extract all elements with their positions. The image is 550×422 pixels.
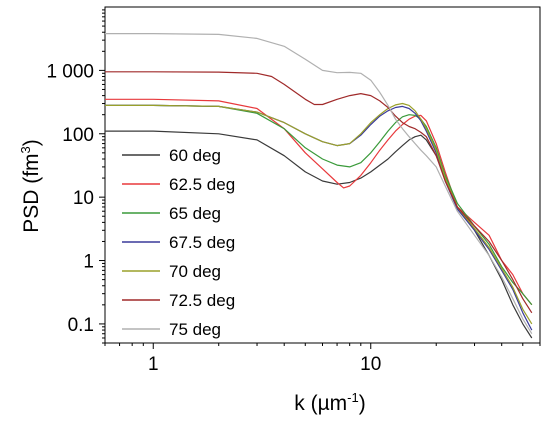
y-tick-label: 100 <box>62 125 94 146</box>
series-line-4 <box>105 102 533 325</box>
y-tick-label: 1 000 <box>46 61 94 82</box>
series-line-1 <box>105 98 533 306</box>
x-axis-title-sup: -1 <box>347 390 359 405</box>
y-tick-label: 1 <box>83 252 94 273</box>
series-line-0 <box>105 130 533 339</box>
legend-label-2: 65 deg <box>169 204 221 223</box>
x-axis-title-close: ) <box>359 392 366 415</box>
y-tick-label: 0.1 <box>68 315 94 336</box>
legend-label-3: 67.5 deg <box>169 233 235 252</box>
x-tick-label: 1 <box>148 354 159 375</box>
legend-label-0: 60 deg <box>169 146 221 165</box>
legend-label-6: 75 deg <box>169 320 221 339</box>
legend-label-5: 72.5 deg <box>169 291 235 310</box>
x-axis-title: k (µm-1) <box>294 390 365 415</box>
y-axis-title-close: ) <box>20 139 43 146</box>
series-layer <box>105 32 533 339</box>
y-axis-title: PSD (fm3) <box>18 139 43 233</box>
series-line-6 <box>105 32 533 335</box>
y-axis-title-sup: 3 <box>18 146 33 153</box>
legend-label-4: 70 deg <box>169 262 221 281</box>
x-tick-label: 10 <box>360 354 381 375</box>
legend-label-1: 62.5 deg <box>169 175 235 194</box>
legend: 60 deg 62.5 deg 65 deg 67.5 deg 70 deg 72.5 d… <box>122 146 235 339</box>
x-axis-title-main: k (µm <box>294 392 347 415</box>
y-axis-title-main: PSD (fm <box>20 153 43 232</box>
x-axis-ticks: 1 10 <box>104 343 541 375</box>
y-tick-label: 10 <box>73 188 94 209</box>
y-axis-ticks: 0.1 1 10 100 1 000 <box>46 9 105 344</box>
